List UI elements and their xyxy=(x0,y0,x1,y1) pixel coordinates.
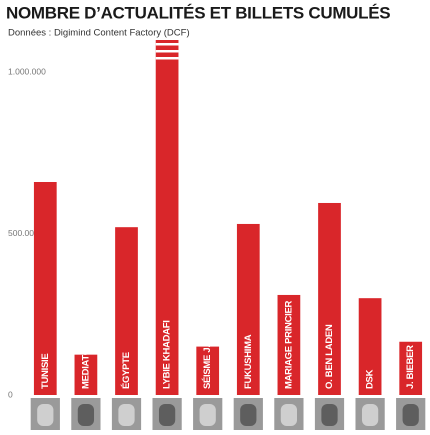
photo-detail xyxy=(402,404,419,426)
category-label: J. BIEBER xyxy=(405,345,416,389)
category-label: TUNISIE xyxy=(40,354,51,389)
y-tick-label: 0 xyxy=(8,389,13,399)
chart-title: NOMBRE D’ACTUALITÉS ET BILLETS CUMULÉS xyxy=(6,3,390,22)
photo-detail xyxy=(37,404,54,426)
category-label: ÉGYPTE xyxy=(121,352,132,389)
category-label: MARIAGE PRINCIER xyxy=(283,300,294,389)
bar xyxy=(115,227,138,395)
bar-break xyxy=(155,57,179,60)
category-label: SÉISME J. xyxy=(202,345,213,389)
bar xyxy=(236,223,260,395)
y-tick-label: 500.000 xyxy=(8,228,39,238)
chart-subtitle: Données : Digimind Content Factory (DCF) xyxy=(8,28,190,39)
bar xyxy=(74,354,98,395)
category-label: LYBIE KHADAFI xyxy=(162,320,173,389)
bar xyxy=(277,294,301,395)
category-label: MEDIATOR xyxy=(80,341,91,389)
bar xyxy=(318,202,341,395)
bar xyxy=(155,40,179,395)
bar xyxy=(399,341,423,395)
photo-detail xyxy=(321,404,338,426)
y-tick-label: 1.000.000 xyxy=(8,67,46,77)
bar xyxy=(358,298,382,395)
bar xyxy=(33,182,57,395)
photo-detail xyxy=(77,404,95,426)
photo-detail xyxy=(158,404,176,426)
category-label: DSK xyxy=(365,369,376,389)
bar-break xyxy=(155,43,179,46)
category-label: O. BEN LADEN xyxy=(324,324,335,389)
photo-detail xyxy=(361,404,379,426)
photo-detail xyxy=(199,404,216,426)
bar xyxy=(196,346,220,395)
photo-detail xyxy=(280,404,298,426)
photo-detail xyxy=(240,404,257,426)
bar-break xyxy=(155,50,179,53)
category-label: FUKUSHIMA xyxy=(243,334,254,389)
photo-detail xyxy=(118,404,135,426)
